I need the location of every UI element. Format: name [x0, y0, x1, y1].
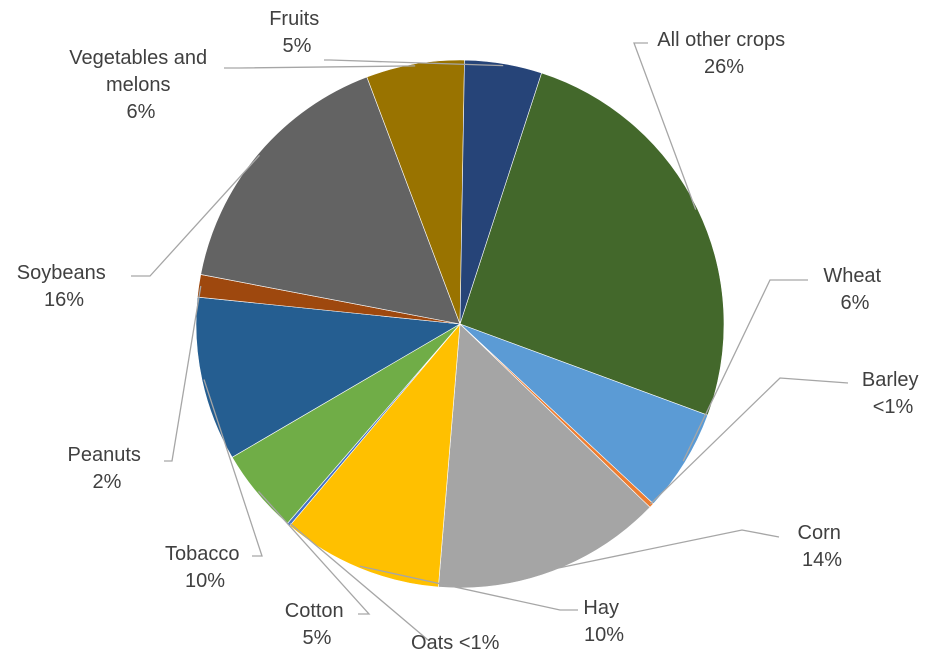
label-tobacco: Tobacco 10% [165, 543, 245, 592]
label-value-peanuts: 2% [93, 471, 122, 493]
label-name-peanuts: Peanuts [68, 444, 141, 466]
label-vegetables-and-melons: Vegetables and melons 6% [69, 47, 212, 123]
leader-oats [289, 522, 429, 641]
label-soybeans: Soybeans 16% [17, 262, 112, 311]
label-value-hay: 10% [584, 624, 624, 646]
label-value-wheat: 6% [841, 292, 870, 314]
leader-hay [359, 565, 578, 611]
label-hay: Hay 10% [583, 597, 624, 646]
label-name-vegetables-and-melons-line2: melons [106, 74, 170, 96]
label-name-corn: Corn [798, 522, 841, 544]
label-value-soybeans: 16% [44, 289, 84, 311]
label-value-tobacco: 10% [185, 570, 225, 592]
slice-all-other-crops [459, 72, 725, 416]
label-value-cotton: 5% [303, 627, 332, 649]
leader-wheat [682, 279, 808, 462]
label-name-hay: Hay [583, 597, 619, 619]
slice-fruits [459, 59, 542, 325]
slice-soybeans [200, 76, 461, 325]
label-name-cotton: Cotton [285, 600, 344, 622]
label-value-oats: <1% [459, 632, 500, 654]
leader-fruits [324, 59, 504, 67]
label-peanuts: Peanuts 2% [68, 444, 147, 493]
label-barley: Barley <1% [862, 369, 924, 418]
leader-vegetables-and-melons [224, 65, 416, 69]
label-name-barley: Barley [862, 369, 919, 391]
leader-cotton [258, 490, 371, 615]
label-oats: Oats <1% [411, 632, 500, 654]
slice-hay [289, 323, 461, 588]
label-name-vegetables-and-melons-line1: Vegetables and [69, 47, 207, 69]
leader-soybeans [131, 154, 260, 277]
label-name-oats: Oats [411, 632, 453, 654]
label-name-fruits: Fruits [269, 8, 319, 30]
leader-corn [552, 529, 780, 570]
label-all-other-crops: All other crops 26% [657, 29, 790, 78]
label-value-all-other-crops: 26% [704, 56, 744, 78]
pie-slices [195, 59, 725, 589]
label-value-vegetables-and-melons: 6% [127, 101, 156, 123]
leader-tobacco [203, 379, 263, 557]
leader-lines [131, 42, 849, 641]
label-value-barley: <1% [873, 396, 914, 418]
leader-all-other-crops [633, 42, 697, 210]
label-name-all-other-crops: All other crops [657, 29, 785, 51]
label-value-corn: 14% [802, 549, 842, 571]
leader-barley [649, 377, 849, 505]
label-wheat: Wheat 6% [823, 265, 886, 314]
label-value-fruits: 5% [283, 35, 312, 57]
label-name-wheat: Wheat [823, 265, 881, 287]
label-cotton: Cotton 5% [285, 600, 350, 649]
label-fruits: Fruits 5% [269, 8, 325, 57]
label-corn: Corn 14% [798, 522, 847, 571]
leader-peanuts [164, 285, 202, 462]
label-name-soybeans: Soybeans [17, 262, 106, 284]
label-name-tobacco: Tobacco [165, 543, 240, 565]
